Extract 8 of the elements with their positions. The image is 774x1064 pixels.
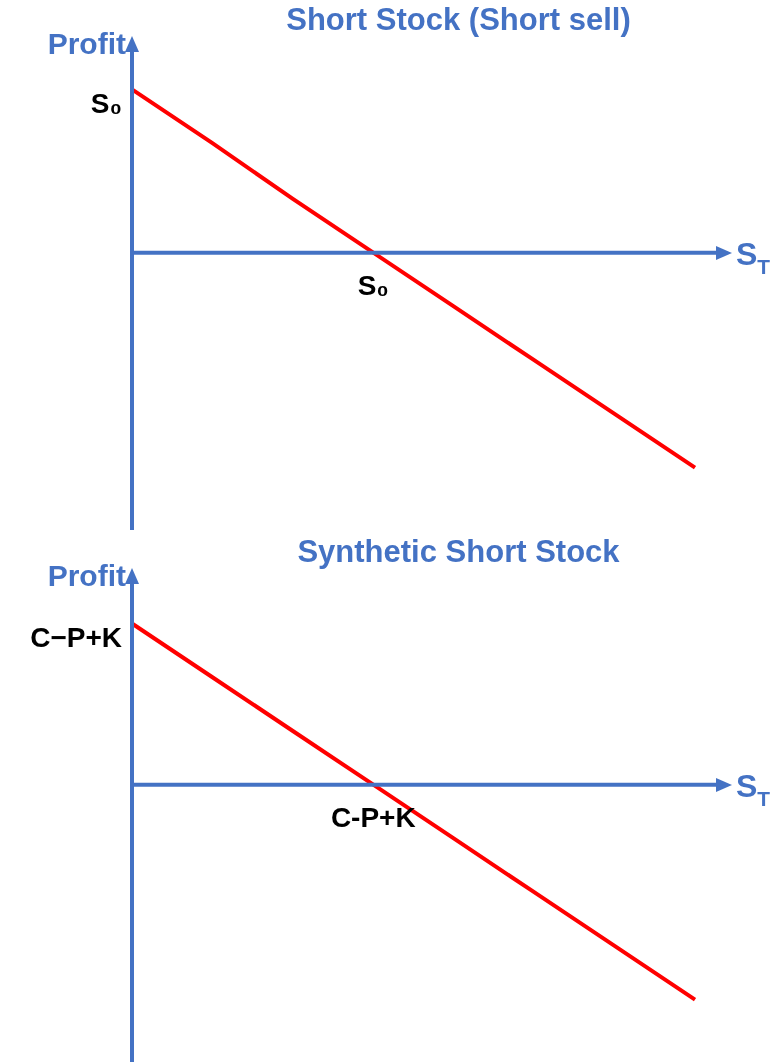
text: S₀: [90, 88, 122, 120]
chart-title: Synthetic Short Stock: [297, 534, 621, 569]
y-axis-title: Profit: [47, 559, 127, 592]
annotation: C-P+K: [330, 801, 416, 833]
annotation: S₀: [357, 269, 389, 301]
chart-title: Short Stock (Short sell): [286, 2, 631, 37]
text: C−P+K: [30, 622, 123, 654]
y-axis-title: Profit: [47, 27, 127, 60]
